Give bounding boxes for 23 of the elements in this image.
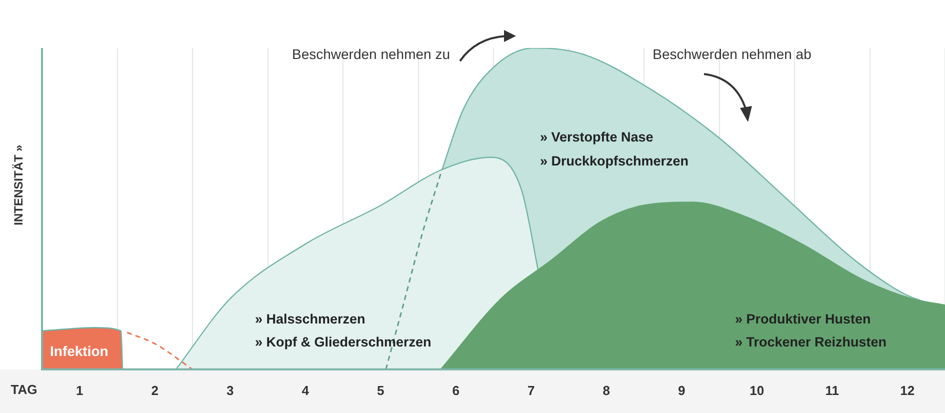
x-tick-label: 12	[900, 382, 915, 398]
annotation: Infektion	[50, 342, 108, 359]
annotation: » Produktiver Husten	[735, 312, 871, 327]
annotation: » Druckkopfschmerzen	[540, 154, 689, 169]
x-tick-label: 6	[452, 382, 460, 398]
x-axis-title: TAG	[10, 382, 38, 397]
x-tick-label: 1	[76, 382, 84, 398]
annotation: » Kopf & Gliederschmerzen	[255, 334, 432, 350]
x-tick-label: 8	[602, 382, 610, 398]
annotation: » Halsschmerzen	[255, 312, 366, 327]
x-tick-label: 3	[226, 382, 234, 398]
x-tick-label: 5	[377, 382, 384, 398]
annotation: » Trockener Reizhusten	[735, 334, 887, 350]
x-tick-label: 10	[750, 382, 764, 398]
x-tick-label: 11	[825, 382, 839, 398]
annotation: » Verstopfte Nase	[540, 130, 654, 145]
x-tick-label: 4	[302, 382, 310, 398]
annotation: Beschwerden nehmen ab	[652, 46, 812, 62]
x-tick-label: 9	[678, 382, 686, 398]
annotation: Beschwerden nehmen zu	[292, 46, 450, 62]
x-tick-label: 7	[528, 382, 535, 398]
y-axis-title: INTENSITÄT »	[11, 144, 26, 226]
x-tick-label: 2	[151, 382, 158, 398]
